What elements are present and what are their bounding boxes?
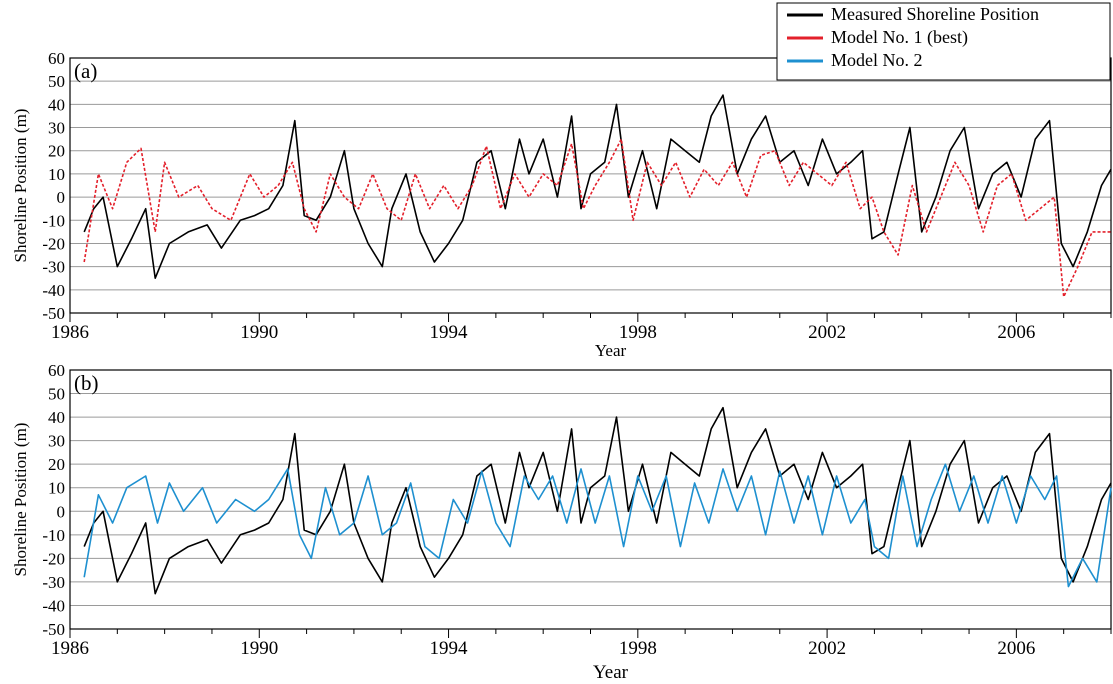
series-line-measured-shoreline-position (83, 406, 1112, 595)
panel-label: (a) (74, 59, 97, 83)
y-tick-label: -50 (42, 620, 65, 639)
series-line-measured-shoreline-position (83, 94, 1112, 280)
plot-frame (69, 57, 1112, 314)
x-tick-label: 2006 (997, 322, 1035, 343)
x-tick-label: 1998 (619, 638, 657, 659)
x-tick-label: 2006 (997, 638, 1035, 659)
x-tick-label: 1986 (51, 638, 89, 659)
y-axis-title: Shoreline Position (m) (11, 423, 30, 577)
panel-label: (b) (74, 371, 99, 395)
x-tick-label: 1994 (430, 638, 469, 659)
x-axis-title: Year (595, 341, 627, 360)
y-tick-label: -20 (42, 549, 65, 568)
series-line-model-no-2 (83, 463, 1112, 588)
y-tick-label: 40 (48, 408, 65, 427)
y-tick-label: -40 (42, 281, 65, 300)
y-tick-label: 0 (57, 188, 66, 207)
y-tick-label: -10 (42, 211, 65, 230)
legend-label: Measured Shoreline Position (831, 4, 1039, 24)
y-tick-label: 40 (48, 95, 65, 114)
y-tick-label: -50 (42, 304, 65, 323)
legend-box (776, 2, 1111, 81)
x-tick-label: 2002 (808, 322, 846, 343)
legend-label: Model No. 1 (best) (831, 27, 968, 48)
x-tick-label: 1998 (619, 322, 657, 343)
y-axis-title: Shoreline Position (m) (11, 109, 30, 263)
x-tick-label: 1990 (240, 322, 278, 343)
y-tick-label: 50 (48, 72, 65, 91)
y-tick-label: 60 (48, 361, 65, 380)
chart-panel-2: -50 -40 -30 -20 -10 0 10 20 30 40 50 60 1986 1990 1994… (11, 361, 1112, 683)
y-tick-label: -10 (42, 526, 65, 545)
chart-panel-1: -50 -40 -30 -20 -10 0 10 20 30 40 50 60 1986 1990 1994… (11, 49, 1112, 360)
y-tick-label: 50 (48, 385, 65, 404)
plot-frame (69, 369, 1112, 630)
y-tick-label: 10 (48, 165, 65, 184)
y-tick-label: -30 (42, 258, 65, 277)
y-tick-label: 10 (48, 479, 65, 498)
y-tick-label: 30 (48, 119, 65, 138)
y-tick-label: -40 (42, 596, 65, 615)
x-tick-label: 2002 (808, 638, 846, 659)
y-tick-label: 30 (48, 432, 65, 451)
y-tick-label: 20 (48, 455, 65, 474)
y-tick-label: 0 (57, 502, 66, 521)
y-tick-label: -30 (42, 573, 65, 592)
x-axis-title: Year (593, 662, 629, 683)
y-tick-label: -20 (42, 234, 65, 253)
x-tick-label: 1986 (51, 322, 89, 343)
x-tick-label: 1990 (240, 638, 278, 659)
y-tick-label: 60 (48, 49, 65, 68)
series-line-model-no-1-best (83, 138, 1111, 298)
legend: Measured Shoreline Position Model No. 1 (… (776, 2, 1111, 81)
legend-label: Model No. 2 (831, 50, 923, 70)
x-tick-label: 1994 (430, 322, 469, 343)
y-tick-label: 20 (48, 142, 65, 161)
